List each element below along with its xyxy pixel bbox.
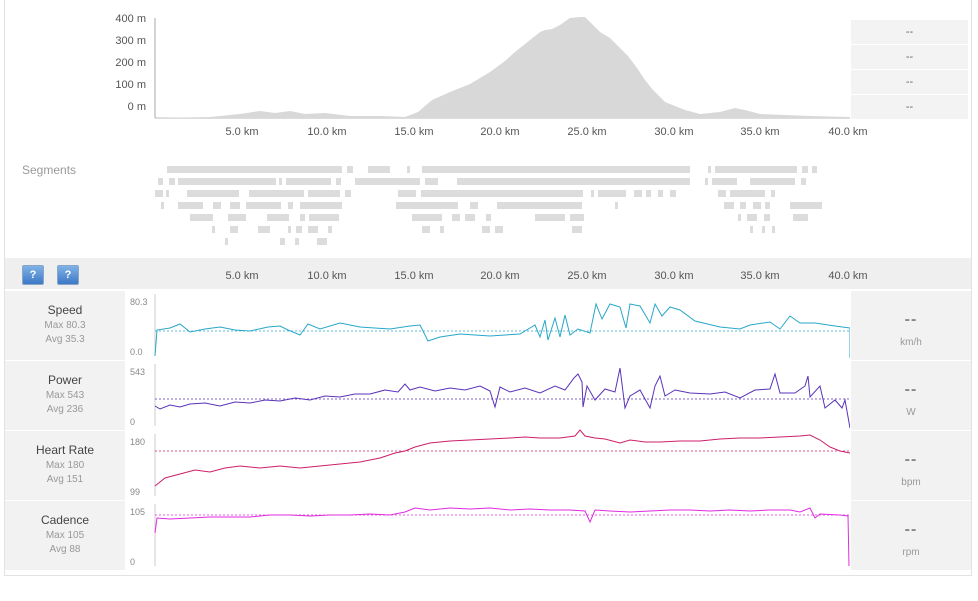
speed-value-cell: -- km/h — [851, 291, 971, 360]
elevation-x-label: 40.0 km — [828, 126, 868, 138]
elevation-x-label: 10.0 km — [307, 126, 347, 138]
metric-unit: W — [906, 407, 916, 418]
metric-avg: Avg 236 — [46, 404, 84, 415]
elevation-x-label: 15.0 km — [394, 126, 434, 138]
elevation-x-label: 25.0 km — [567, 126, 607, 138]
distance-axis-label: 15.0 km — [394, 270, 434, 282]
elevation-stat-value: -- — [851, 95, 968, 120]
elevation-stat-value: -- — [851, 70, 968, 95]
chart-toolbar — [5, 258, 971, 289]
activity-analysis-panel — [4, 0, 972, 576]
elevation-x-label: 20.0 km — [480, 126, 520, 138]
metric-avg: Avg 88 — [49, 544, 81, 555]
metric-max: Max 80.3 — [44, 320, 86, 331]
metric-current-value: -- — [904, 451, 918, 468]
distance-axis-label: 25.0 km — [567, 270, 607, 282]
heart-rate-value-cell: -- bpm — [851, 431, 971, 500]
speed-axis-min: 0.0 — [130, 347, 143, 357]
elevation-stat-value: -- — [851, 45, 968, 70]
help-button[interactable]: ? — [22, 265, 44, 285]
speed-axis-max: 80.3 — [130, 297, 148, 307]
metric-charts[interactable] — [150, 290, 850, 570]
speed-line — [154, 302, 850, 358]
distance-axis-label: 35.0 km — [740, 270, 780, 282]
heart-rate-axis-min: 99 — [130, 487, 141, 497]
power-axis-max: 543 — [130, 367, 146, 377]
metric-name: Cadence — [40, 513, 90, 527]
heart-rate-row[interactable]: Heart Rate Max 180 Avg 151 -- bpm — [5, 430, 971, 500]
elevation-chart[interactable] — [150, 10, 850, 122]
help-button[interactable]: ? — [57, 265, 79, 285]
power-row[interactable]: Power Max 543 Avg 236 -- W — [5, 360, 971, 430]
speed-label-cell: Speed Max 80.3 Avg 35.3 — [5, 291, 125, 360]
distance-axis-label: 5.0 km — [225, 270, 259, 282]
metric-max: Max 105 — [45, 530, 85, 541]
metric-unit: bpm — [901, 477, 921, 488]
metric-unit: rpm — [902, 547, 920, 558]
segments-label: Segments — [22, 163, 77, 177]
metric-unit: km/h — [900, 337, 922, 348]
metric-avg: Avg 151 — [46, 474, 84, 485]
elevation-y-label: 200 m — [115, 57, 146, 69]
metric-avg: Avg 35.3 — [45, 334, 85, 345]
distance-axis-label: 10.0 km — [307, 270, 347, 282]
metric-current-value: -- — [904, 521, 918, 538]
cadence-value-cell: -- rpm — [851, 501, 971, 570]
cadence-axis-min: 0 — [130, 557, 136, 567]
power-line — [154, 367, 850, 429]
metric-name: Heart Rate — [35, 443, 95, 457]
elevation-x-label: 5.0 km — [225, 126, 259, 138]
elevation-x-label: 30.0 km — [654, 126, 694, 138]
elevation-stat-value: -- — [851, 20, 968, 45]
elevation-profile — [155, 17, 850, 118]
speed-row[interactable]: Speed Max 80.3 Avg 35.3 -- km/h — [5, 290, 971, 360]
cadence-label-cell: Cadence Max 105 Avg 88 — [5, 501, 125, 570]
elevation-y-label: 400 m — [115, 13, 146, 25]
metric-name: Speed — [47, 303, 83, 317]
heart-rate-axis-max: 180 — [130, 437, 146, 447]
distance-axis-label: 30.0 km — [654, 270, 694, 282]
metric-current-value: -- — [904, 381, 918, 398]
cadence-axis-max: 105 — [130, 507, 146, 517]
distance-axis-label: 20.0 km — [480, 270, 520, 282]
power-label-cell: Power Max 543 Avg 236 — [5, 361, 125, 430]
metric-name: Power — [47, 373, 82, 387]
heart-rate-label-cell: Heart Rate Max 180 Avg 151 — [5, 431, 125, 500]
elevation-x-label: 35.0 km — [740, 126, 780, 138]
elevation-y-label: 0 m — [127, 101, 146, 113]
metric-current-value: -- — [904, 311, 918, 328]
power-axis-min: 0 — [130, 417, 136, 427]
cadence-line — [154, 507, 850, 567]
distance-axis-label: 40.0 km — [828, 270, 868, 282]
elevation-y-label: 300 m — [115, 35, 146, 47]
power-value-cell: -- W — [851, 361, 971, 430]
segments-bars[interactable] — [150, 160, 840, 252]
metric-max: Max 180 — [45, 460, 85, 471]
elevation-y-label: 100 m — [115, 79, 146, 91]
heart-rate-line — [154, 429, 850, 487]
metric-max: Max 543 — [45, 390, 85, 401]
cadence-row[interactable]: Cadence Max 105 Avg 88 -- rpm — [5, 500, 971, 570]
